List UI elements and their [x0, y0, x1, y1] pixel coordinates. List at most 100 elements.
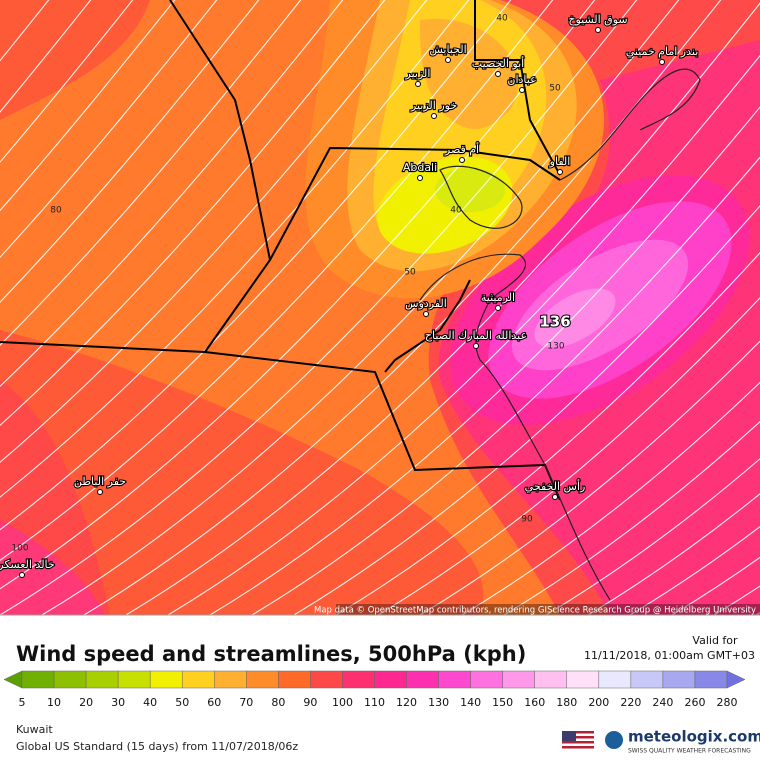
scale-label: 110 [364, 696, 385, 709]
scale-label: 200 [588, 696, 609, 709]
model-info: Global US Standard (15 days) from 11/07/… [16, 740, 298, 753]
scale-label: 160 [524, 696, 545, 709]
scale-label: 180 [556, 696, 577, 709]
logo-icon [605, 731, 623, 749]
color-swatch [630, 670, 664, 689]
color-swatch [694, 670, 728, 689]
streamline [419, 340, 760, 615]
color-swatch [374, 670, 407, 689]
contour-label: 40 [450, 206, 462, 216]
color-swatch [85, 670, 119, 689]
place-marker [415, 81, 421, 87]
streamline [83, 0, 722, 615]
valid-label: Valid for [692, 634, 738, 647]
place-marker [495, 305, 501, 311]
place-labels: سوق الشيوخ الجبايش الزبير أبو الخصيب عبادان ب… [0, 12, 699, 578]
place-label: عبدالله المبارك الصباح [425, 329, 527, 342]
streamline [0, 0, 386, 427]
streamline [209, 106, 760, 615]
color-arrow [726, 670, 746, 689]
streamline [377, 297, 760, 615]
contour-label: 40 [496, 14, 508, 24]
color-scale: 5 10 20 30 40 50 60 70 80 90 100 110 120 130 140 150 160… [3, 670, 746, 709]
scale-label: 120 [396, 696, 417, 709]
tagline: SWISS QUALITY WEATHER FORECASTING [628, 748, 751, 755]
place-label: خور الزبير [410, 99, 457, 112]
place-label: الزبير [405, 67, 431, 80]
color-swatch [117, 670, 151, 689]
streamline [0, 0, 512, 531]
place-label: بندر امام خميني [626, 45, 699, 58]
place-label: عبادان [507, 73, 536, 86]
color-swatch [470, 670, 503, 689]
streamline [0, 0, 428, 463]
place-label: الفردوس [405, 297, 447, 310]
color-swatch [181, 670, 215, 689]
place-marker [473, 343, 479, 349]
scale-label: 30 [111, 696, 125, 709]
streamline [125, 2, 760, 615]
scale-label: 10 [47, 696, 61, 709]
map-title: Wind speed and streamlines, 500hPa (kph) [16, 642, 526, 666]
scale-label: 60 [207, 696, 221, 709]
streamline [587, 493, 760, 615]
place-marker [97, 489, 103, 495]
scale-label: 150 [492, 696, 513, 709]
color-swatch [438, 670, 471, 689]
place-marker [445, 57, 451, 63]
place-label: خالد العسكرية [0, 558, 55, 571]
streamline [0, 0, 134, 163]
place-marker [557, 169, 563, 175]
place-label: Abdali [403, 161, 437, 174]
place-label: أبو الخصيب [472, 56, 524, 70]
color-swatch [278, 670, 311, 689]
streamline [293, 205, 760, 615]
scale-label: 40 [143, 696, 157, 709]
contour-labels: 40 50 40 50 80 130 90 100 [11, 14, 564, 554]
valid-time: 11/11/2018, 01:00am GMT+03 [584, 649, 755, 662]
color-swatch [342, 670, 375, 689]
wind-field: سوق الشيوخ الجبايش الزبير أبو الخصيب عبادان ب… [0, 0, 760, 616]
contour-label: 80 [50, 206, 62, 216]
place-marker [19, 572, 25, 578]
place-marker [459, 157, 465, 163]
place-marker [495, 71, 501, 77]
scale-label: 140 [460, 696, 481, 709]
streamlines [0, 0, 760, 615]
color-swatch [21, 670, 55, 689]
streamline [0, 0, 176, 212]
scale-label: 50 [175, 696, 189, 709]
place-label: أم قصر [444, 142, 479, 156]
streamline [503, 420, 760, 615]
place-marker [519, 87, 525, 93]
streamline [0, 0, 554, 562]
place-marker [431, 113, 437, 119]
coastline [419, 68, 701, 601]
color-arrow [3, 670, 23, 689]
contour-label: 130 [547, 342, 564, 352]
scale-label: 70 [239, 696, 253, 709]
attribution: Map data © OpenStreetMap contributors, r… [314, 606, 756, 616]
place-marker [423, 311, 429, 317]
color-swatch [502, 670, 535, 689]
peak-label: 136 [539, 313, 570, 331]
color-swatch [566, 670, 600, 689]
streamline [335, 252, 760, 615]
region: Kuwait [16, 723, 53, 736]
color-swatch [149, 670, 183, 689]
streamline [0, 0, 638, 615]
place-marker [552, 494, 558, 500]
streamline [0, 0, 344, 388]
color-swatch [246, 670, 279, 689]
streamline [0, 0, 470, 498]
streamline [545, 458, 760, 615]
streamline [0, 0, 260, 303]
streamline [251, 156, 760, 615]
color-swatch [406, 670, 439, 689]
contour-label: 50 [549, 84, 561, 94]
color-swatch [662, 670, 696, 689]
scale-label: 100 [332, 696, 353, 709]
place-label: الرميثية [481, 291, 515, 304]
color-swatch [598, 670, 632, 689]
